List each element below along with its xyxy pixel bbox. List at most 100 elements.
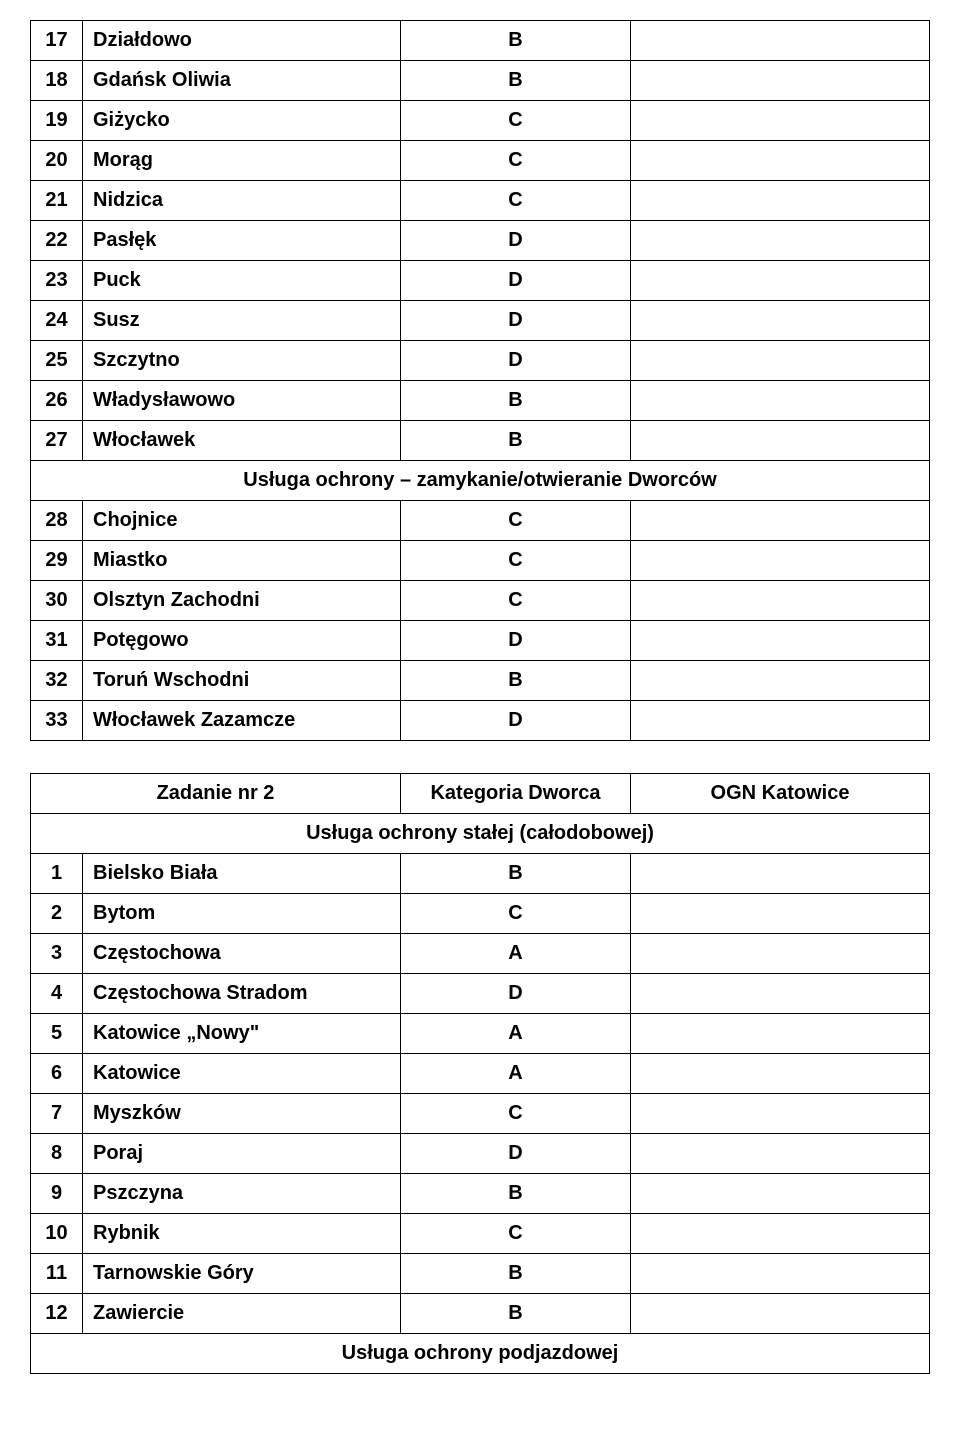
row-note bbox=[631, 581, 930, 621]
row-category: C bbox=[401, 501, 631, 541]
row-number: 7 bbox=[31, 1094, 83, 1134]
section-header-text: Usługa ochrony stałej (całodobowej) bbox=[31, 814, 930, 854]
row-category: D bbox=[401, 221, 631, 261]
row-category: C bbox=[401, 541, 631, 581]
table-row: 17DziałdowoB bbox=[31, 21, 930, 61]
row-category: C bbox=[401, 1094, 631, 1134]
row-number: 26 bbox=[31, 381, 83, 421]
row-number: 5 bbox=[31, 1014, 83, 1054]
table-row: 29MiastkoC bbox=[31, 541, 930, 581]
row-note bbox=[631, 421, 930, 461]
row-name: Działdowo bbox=[83, 21, 401, 61]
table-row: 32Toruń WschodniB bbox=[31, 661, 930, 701]
table-row: 2BytomC bbox=[31, 894, 930, 934]
row-number: 25 bbox=[31, 341, 83, 381]
table-row: 8PorajD bbox=[31, 1134, 930, 1174]
row-note bbox=[631, 61, 930, 101]
task-header-row: Zadanie nr 2Kategoria DworcaOGN Katowice bbox=[31, 774, 930, 814]
row-note bbox=[631, 1294, 930, 1334]
row-name: Miastko bbox=[83, 541, 401, 581]
row-number: 1 bbox=[31, 854, 83, 894]
row-category: B bbox=[401, 661, 631, 701]
row-name: Poraj bbox=[83, 1134, 401, 1174]
row-note bbox=[631, 934, 930, 974]
row-number: 33 bbox=[31, 701, 83, 741]
row-note bbox=[631, 541, 930, 581]
row-category: B bbox=[401, 1294, 631, 1334]
row-number: 2 bbox=[31, 894, 83, 934]
row-note bbox=[631, 701, 930, 741]
table-row: 7MyszkówC bbox=[31, 1094, 930, 1134]
row-category: A bbox=[401, 934, 631, 974]
row-name: Olsztyn Zachodni bbox=[83, 581, 401, 621]
row-name: Chojnice bbox=[83, 501, 401, 541]
row-category: B bbox=[401, 421, 631, 461]
section-header-text: Usługa ochrony – zamykanie/otwieranie Dw… bbox=[31, 461, 930, 501]
section-header-row: Usługa ochrony podjazdowej bbox=[31, 1334, 930, 1374]
row-note bbox=[631, 261, 930, 301]
row-name: Nidzica bbox=[83, 181, 401, 221]
row-name: Władysławowo bbox=[83, 381, 401, 421]
row-name: Tarnowskie Góry bbox=[83, 1254, 401, 1294]
task-label: Zadanie nr 2 bbox=[31, 774, 401, 814]
row-number: 31 bbox=[31, 621, 83, 661]
row-note bbox=[631, 221, 930, 261]
row-name: Włocławek bbox=[83, 421, 401, 461]
row-note bbox=[631, 301, 930, 341]
row-category: C bbox=[401, 181, 631, 221]
row-name: Potęgowo bbox=[83, 621, 401, 661]
row-note bbox=[631, 894, 930, 934]
table-row: 10RybnikC bbox=[31, 1214, 930, 1254]
row-category: C bbox=[401, 101, 631, 141]
table-gap bbox=[30, 741, 930, 773]
row-number: 30 bbox=[31, 581, 83, 621]
table-row: 5Katowice „Nowy"A bbox=[31, 1014, 930, 1054]
row-note bbox=[631, 974, 930, 1014]
row-category: B bbox=[401, 1254, 631, 1294]
row-number: 22 bbox=[31, 221, 83, 261]
table-row: 26WładysławowoB bbox=[31, 381, 930, 421]
row-category: B bbox=[401, 854, 631, 894]
table-row: 4Częstochowa StradomD bbox=[31, 974, 930, 1014]
row-note bbox=[631, 1014, 930, 1054]
table-row: 27WłocławekB bbox=[31, 421, 930, 461]
row-note bbox=[631, 1214, 930, 1254]
table-row: 1Bielsko BiałaB bbox=[31, 854, 930, 894]
table-row: 23PuckD bbox=[31, 261, 930, 301]
table-row: 9PszczynaB bbox=[31, 1174, 930, 1214]
row-name: Morąg bbox=[83, 141, 401, 181]
row-category: A bbox=[401, 1014, 631, 1054]
row-name: Giżycko bbox=[83, 101, 401, 141]
row-number: 6 bbox=[31, 1054, 83, 1094]
table-row: 31PotęgowoD bbox=[31, 621, 930, 661]
row-number: 21 bbox=[31, 181, 83, 221]
row-number: 28 bbox=[31, 501, 83, 541]
row-number: 29 bbox=[31, 541, 83, 581]
row-name: Susz bbox=[83, 301, 401, 341]
table-row: 30Olsztyn ZachodniC bbox=[31, 581, 930, 621]
row-note bbox=[631, 1254, 930, 1294]
table-2: Zadanie nr 2Kategoria DworcaOGN Katowice… bbox=[30, 773, 930, 1374]
table-row: 21NidzicaC bbox=[31, 181, 930, 221]
row-number: 18 bbox=[31, 61, 83, 101]
row-number: 4 bbox=[31, 974, 83, 1014]
row-name: Rybnik bbox=[83, 1214, 401, 1254]
row-category: D bbox=[401, 261, 631, 301]
row-name: Bytom bbox=[83, 894, 401, 934]
row-name: Włocławek Zazamcze bbox=[83, 701, 401, 741]
table-row: 24SuszD bbox=[31, 301, 930, 341]
row-note bbox=[631, 141, 930, 181]
row-number: 8 bbox=[31, 1134, 83, 1174]
row-note bbox=[631, 1054, 930, 1094]
table-row: 6KatowiceA bbox=[31, 1054, 930, 1094]
row-note bbox=[631, 1134, 930, 1174]
row-category: D bbox=[401, 974, 631, 1014]
table-row: 28ChojniceC bbox=[31, 501, 930, 541]
row-note bbox=[631, 181, 930, 221]
table-row: 20MorągC bbox=[31, 141, 930, 181]
table-row: 3CzęstochowaA bbox=[31, 934, 930, 974]
category-header: Kategoria Dworca bbox=[401, 774, 631, 814]
row-name: Częstochowa bbox=[83, 934, 401, 974]
section-header-text: Usługa ochrony podjazdowej bbox=[31, 1334, 930, 1374]
row-category: B bbox=[401, 61, 631, 101]
